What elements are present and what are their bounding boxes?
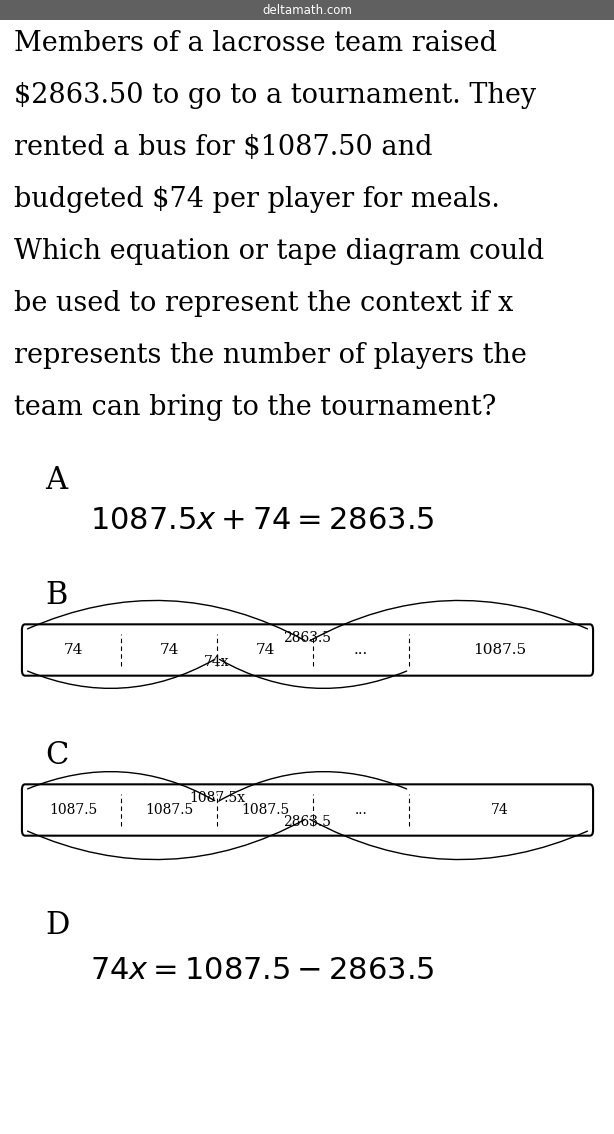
Text: be used to represent the context if x: be used to represent the context if x bbox=[14, 290, 513, 318]
Text: ...: ... bbox=[355, 803, 368, 816]
Text: 1087.5: 1087.5 bbox=[49, 803, 97, 816]
FancyBboxPatch shape bbox=[22, 785, 593, 836]
Text: 1087.5x: 1087.5x bbox=[189, 792, 245, 805]
Text: C: C bbox=[45, 741, 68, 771]
Text: ...: ... bbox=[354, 643, 368, 657]
Text: 2863.5: 2863.5 bbox=[284, 815, 332, 829]
Text: rented a bus for $1087.50 and: rented a bus for $1087.50 and bbox=[14, 134, 432, 161]
Text: represents the number of players the: represents the number of players the bbox=[14, 342, 527, 369]
Text: $2863.50 to go to a tournament. They: $2863.50 to go to a tournament. They bbox=[14, 82, 536, 109]
Text: 74x: 74x bbox=[204, 655, 230, 669]
Text: deltamath.com: deltamath.com bbox=[262, 3, 352, 17]
Text: D: D bbox=[45, 909, 69, 941]
Text: 2863.5: 2863.5 bbox=[284, 631, 332, 645]
Text: B: B bbox=[45, 579, 68, 611]
Text: budgeted $74 per player for meals.: budgeted $74 per player for meals. bbox=[14, 186, 500, 213]
Text: 1087.5: 1087.5 bbox=[473, 643, 526, 657]
Text: A: A bbox=[45, 465, 67, 496]
Text: Members of a lacrosse team raised: Members of a lacrosse team raised bbox=[14, 29, 497, 57]
Text: 1087.5: 1087.5 bbox=[241, 803, 289, 816]
Text: $1087.5x + 74 = 2863.5$: $1087.5x + 74 = 2863.5$ bbox=[90, 505, 435, 536]
Text: 74: 74 bbox=[491, 803, 508, 816]
Text: 74: 74 bbox=[255, 643, 275, 657]
Text: $74x = 1087.5 - 2863.5$: $74x = 1087.5 - 2863.5$ bbox=[90, 955, 435, 985]
Text: Which equation or tape diagram could: Which equation or tape diagram could bbox=[14, 238, 544, 265]
FancyBboxPatch shape bbox=[22, 625, 593, 676]
Text: team can bring to the tournament?: team can bring to the tournament? bbox=[14, 393, 496, 421]
Text: 74: 74 bbox=[63, 643, 83, 657]
Text: 1087.5: 1087.5 bbox=[145, 803, 193, 816]
Bar bbox=[0, 0, 614, 20]
Text: 74: 74 bbox=[160, 643, 179, 657]
